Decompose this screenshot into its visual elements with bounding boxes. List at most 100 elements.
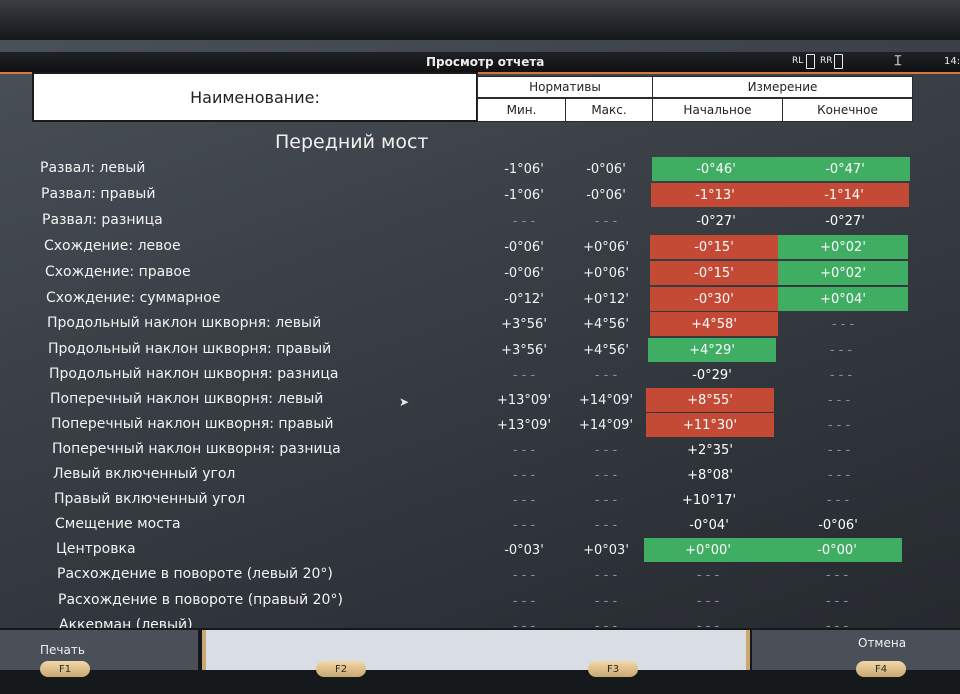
row-label: Развал: правый [41, 186, 156, 202]
initial-value: -0°27' [696, 213, 736, 229]
title-bar: Просмотр отчета RL RR 𝙸 14: [0, 52, 960, 74]
table-row: Продольный наклон шкворня: правый +3°56' +… [0, 338, 960, 363]
table-row: Продольный наклон шкворня: левый +3°56' +4… [0, 312, 960, 337]
norm-max-value: - - - [594, 568, 618, 583]
initial-value: +8°55' [646, 388, 774, 412]
header-min: Мин. [477, 98, 566, 122]
table-row: Развал: разница - - - - - - -0°27' -0°27' [0, 209, 960, 234]
initial-value: -0°04' [689, 517, 729, 533]
norm-max-value: +14°09' [578, 418, 634, 433]
cancel-panel[interactable] [752, 630, 960, 670]
norm-min-value: -0°06' [504, 240, 544, 255]
initial-value: +4°58' [650, 312, 778, 336]
norm-min-value: +3°56' [501, 343, 547, 358]
norm-min-value: -0°12' [504, 292, 544, 307]
print-panel[interactable] [0, 630, 198, 670]
final-value: - - - [829, 367, 853, 383]
norm-min-value: - - - [512, 568, 536, 583]
table-row: Поперечный наклон шкворня: левый +13°09' +… [0, 388, 960, 413]
header-norms: Нормативы [477, 76, 653, 98]
table-row: Расхождение в повороте (левый 20°) - - - -… [0, 563, 960, 588]
section-title: Передний мост [275, 131, 429, 153]
row-label: Схождение: суммарное [46, 290, 221, 306]
initial-value: -0°30' [650, 287, 778, 311]
f4-key[interactable]: F4 [856, 661, 906, 677]
header-name: Наименование: [32, 72, 478, 122]
norm-max-value: +0°03' [583, 543, 629, 558]
cancel-button[interactable]: Отмена [858, 636, 907, 650]
window-title: Просмотр отчета [426, 55, 545, 69]
f1-key[interactable]: F1 [40, 661, 90, 677]
norm-max-value: - - - [594, 594, 618, 609]
table-row: Развал: левый -1°06' -0°06' -0°46' -0°47' [0, 157, 960, 182]
norm-max-value: - - - [594, 443, 618, 458]
row-label: Поперечный наклон шкворня: правый [51, 416, 334, 432]
initial-value: - - - [696, 567, 720, 583]
final-value: - - - [827, 442, 851, 458]
table-row: Схождение: суммарное -0°12' +0°12' -0°30' +0… [0, 287, 960, 312]
initial-value: +0°00' [644, 538, 772, 562]
row-label: Развал: левый [40, 160, 146, 176]
row-label: Развал: разница [42, 212, 163, 228]
norm-max-value: +0°06' [583, 266, 629, 281]
final-value: -0°47' [780, 157, 910, 181]
header-final: Конечное [782, 98, 913, 122]
norm-max-value: - - - [594, 493, 618, 508]
initial-value: +4°29' [648, 338, 776, 362]
norm-min-value: +13°09' [496, 418, 552, 433]
norm-max-value: +4°56' [583, 343, 629, 358]
text-cursor-icon: 𝙸 [893, 53, 903, 69]
table-row: Схождение: правое -0°06' +0°06' -0°15' +0°02… [0, 261, 960, 286]
initial-value: -0°46' [652, 157, 780, 181]
table-row: Центровка -0°03' +0°03' +0°00' -0°00' [0, 538, 960, 563]
norm-min-value: -0°06' [504, 266, 544, 281]
row-label: Поперечный наклон шкворня: разница [52, 441, 341, 457]
f3-key[interactable]: F3 [588, 661, 638, 677]
final-value: -0°00' [772, 538, 902, 562]
norm-min-value: - - - [512, 443, 536, 458]
table-row: Поперечный наклон шкворня: разница - - - -… [0, 438, 960, 463]
row-label: Центровка [56, 541, 136, 557]
final-value: -0°06' [818, 517, 858, 533]
norm-min-value: - - - [512, 368, 536, 383]
norm-max-value: +4°56' [583, 317, 629, 332]
final-value: +0°04' [778, 287, 908, 311]
initial-value: -0°15' [650, 261, 778, 285]
rl-sensor-label: RL [792, 56, 804, 66]
row-label: Правый включенный угол [54, 491, 246, 507]
norm-max-value: - - - [594, 518, 618, 533]
initial-value: +11°30' [646, 413, 774, 437]
final-value: +0°02' [778, 261, 908, 285]
rr-sensor-label: RR [820, 56, 833, 66]
norm-min-value: - - - [512, 518, 536, 533]
norm-max-value: -0°06' [586, 188, 626, 203]
header-measurement: Измерение [652, 76, 913, 98]
norm-max-value: +0°12' [583, 292, 629, 307]
row-label: Расхождение в повороте (правый 20°) [58, 592, 343, 608]
table-row: Продольный наклон шкворня: разница - - - -… [0, 363, 960, 388]
print-button[interactable]: Печать [40, 643, 85, 657]
row-label: Продольный наклон шкворня: правый [48, 341, 332, 357]
initial-value: +8°08' [687, 467, 733, 483]
final-value: - - - [827, 392, 851, 408]
final-value: - - - [825, 593, 849, 609]
norm-max-value: +14°09' [578, 393, 634, 408]
norm-min-value: -0°03' [504, 543, 544, 558]
monitor-bezel [0, 0, 960, 40]
empty-function-panel [202, 630, 750, 670]
table-row: Поперечный наклон шкворня: правый +13°09'… [0, 413, 960, 438]
norm-min-value: - - - [512, 493, 536, 508]
norm-min-value: - - - [512, 468, 536, 483]
final-value: - - - [827, 467, 851, 483]
final-value: -1°14' [779, 183, 909, 207]
row-label: Поперечный наклон шкворня: левый [50, 391, 324, 407]
initial-value: -0°15' [650, 235, 778, 259]
norm-min-value: - - - [512, 594, 536, 609]
f2-key[interactable]: F2 [316, 661, 366, 677]
final-value: - - - [831, 316, 855, 332]
norm-min-value: -1°06' [504, 188, 544, 203]
norm-max-value: - - - [594, 214, 618, 229]
row-label: Левый включенный угол [53, 466, 236, 482]
table-row: Расхождение в повороте (правый 20°) - - -… [0, 589, 960, 614]
final-value: +0°02' [778, 235, 908, 259]
